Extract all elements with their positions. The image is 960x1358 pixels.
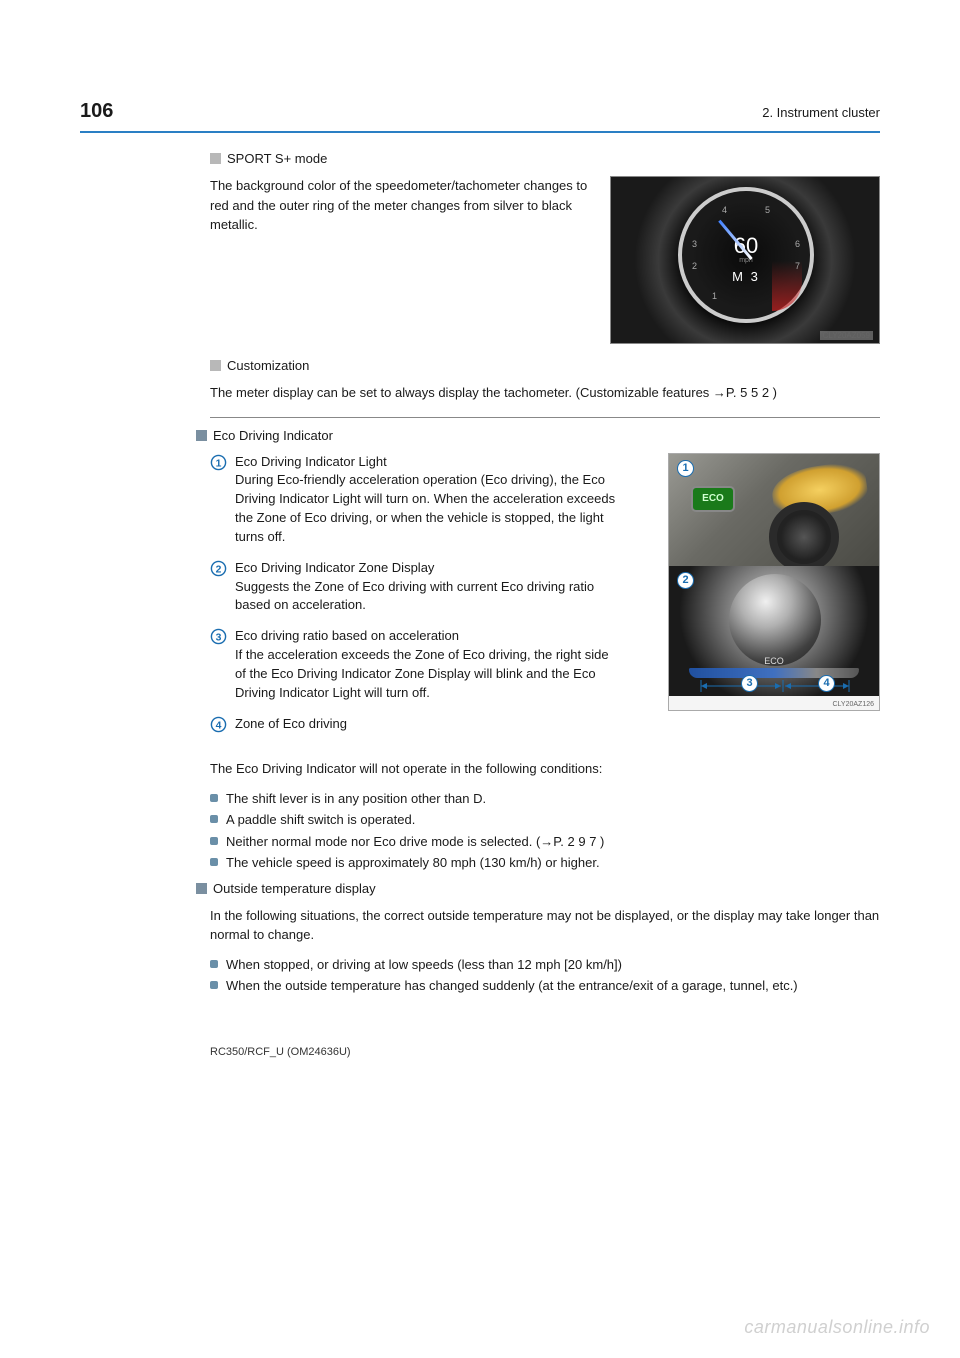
bullet-icon [210,837,218,845]
subsection-sport-s-plus: SPORT S+ mode [210,151,880,166]
fig-callout-1: 1 [677,460,694,477]
list-item: The shift lever is in any position other… [210,789,880,809]
page-number: 106 [80,100,113,123]
square-marker-icon [210,153,221,164]
list-item: When stopped, or driving at low speeds (… [210,955,880,975]
square-marker-icon [196,430,207,441]
bullet-icon [210,815,218,823]
outside-temp-intro: In the following situations, the correct… [210,906,880,945]
bullet-icon [210,960,218,968]
subsection-outside-temp: Outside temperature display [196,881,880,896]
eco-item-1: 1 Eco Driving Indicator LightDuring Eco-… [210,453,622,547]
tachometer-figure: 60 mph M 3 1 2 3 4 5 6 7 CLY20AZ059 [610,176,880,344]
section-divider [210,417,880,418]
bullet-icon [210,981,218,989]
doc-ref: RC350/RCF_U (OM24636U) [210,1046,880,1058]
eco-indicator-figure: ECO 1 ECO 2 [668,453,880,711]
eco-badge-icon: ECO [691,486,735,512]
callout-3-icon: 3 [210,628,227,645]
subsection-eco-driving: Eco Driving Indicator [196,428,880,443]
list-item: The vehicle speed is approximately 80 mp… [210,853,880,873]
header-rule [80,131,880,133]
eco-not-operate-list: The shift lever is in any position other… [210,789,880,873]
eco-item-3: 3 Eco driving ratio based on acceleratio… [210,627,622,702]
callout-4-icon: 4 [210,716,227,733]
callout-2-icon: 2 [210,560,227,577]
subsection-customization: Customization [210,358,880,373]
list-item: When the outside temperature has changed… [210,976,880,996]
outside-temp-list: When stopped, or driving at low speeds (… [210,955,880,996]
eco-numbered-list: 1 Eco Driving Indicator LightDuring Eco-… [210,453,622,734]
list-item: Neither normal mode nor Eco drive mode i… [210,832,880,852]
figure-code: CLY20AZ059 [820,331,873,340]
watermark: carmanualsonline.info [744,1317,930,1338]
section-path: 2. Instrument cluster [762,105,880,120]
square-marker-icon [196,883,207,894]
eco-not-operate-intro: The Eco Driving Indicator will not opera… [210,759,880,779]
fig-callout-3: 3 [741,675,758,692]
list-item: A paddle shift switch is operated. [210,810,880,830]
eco-figure-code: CLY20AZ126 [832,701,874,708]
eco-item-4: 4 Zone of Eco driving [210,715,622,734]
eco-item-2: 2 Eco Driving Indicator Zone DisplaySugg… [210,559,622,616]
fig-callout-2: 2 [677,572,694,589]
sport-s-body: The background color of the speedometer/… [210,176,592,344]
svg-text:4: 4 [216,720,222,731]
bullet-icon [210,794,218,802]
svg-text:2: 2 [216,564,222,575]
svg-text:3: 3 [216,633,222,644]
square-marker-icon [210,360,221,371]
callout-1-icon: 1 [210,454,227,471]
svg-text:1: 1 [216,458,222,469]
customization-body: The meter display can be set to always d… [210,383,880,403]
bullet-icon [210,858,218,866]
fig-callout-4: 4 [818,675,835,692]
